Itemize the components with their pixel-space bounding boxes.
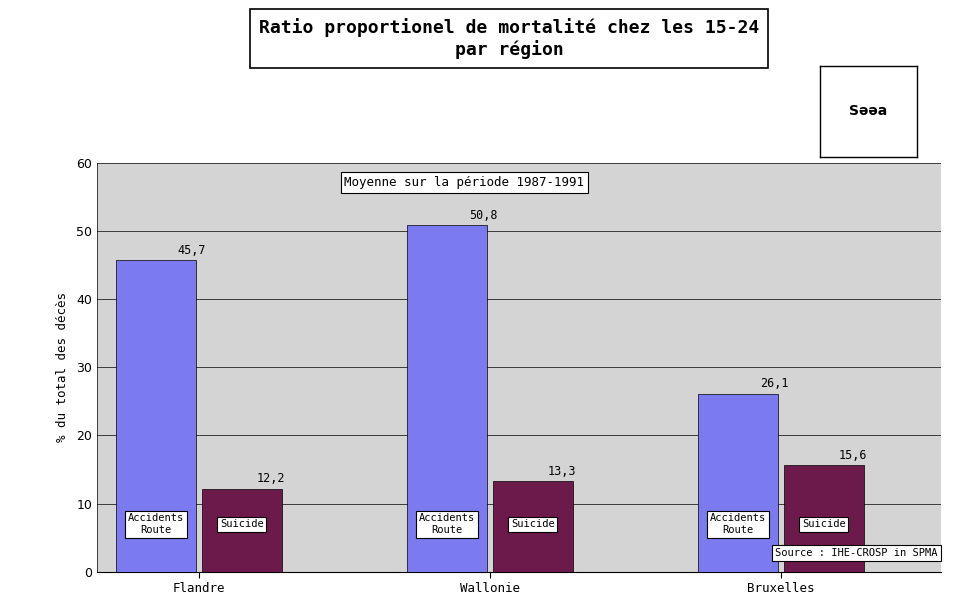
Text: Suicide: Suicide <box>801 519 845 529</box>
Text: Source : IHE-CROSP in SPMA: Source : IHE-CROSP in SPMA <box>774 548 937 558</box>
Bar <box>407 225 486 572</box>
Text: Accidents
Route: Accidents Route <box>709 514 766 535</box>
Text: Suicide: Suicide <box>511 519 554 529</box>
Bar <box>492 481 573 572</box>
Text: Accidents
Route: Accidents Route <box>128 514 184 535</box>
Text: 12,2: 12,2 <box>256 472 285 485</box>
Text: 45,7: 45,7 <box>177 244 206 256</box>
Text: 15,6: 15,6 <box>837 449 866 462</box>
Text: Suicide: Suicide <box>220 519 264 529</box>
Text: Ratio proportionel de mortalité chez les 15-24
par région: Ratio proportionel de mortalité chez les… <box>259 18 759 59</box>
Y-axis label: % du total des décès: % du total des décès <box>56 292 69 442</box>
Text: 26,1: 26,1 <box>759 377 788 391</box>
Text: Accidents
Route: Accidents Route <box>419 514 475 535</box>
Bar <box>202 489 281 572</box>
Bar <box>116 260 196 572</box>
Text: Moyenne sur la période 1987-1991: Moyenne sur la période 1987-1991 <box>344 176 583 189</box>
Bar <box>783 465 862 572</box>
Text: Səəa: Səəa <box>848 104 887 119</box>
Text: 50,8: 50,8 <box>468 209 497 222</box>
Bar <box>698 394 777 572</box>
Text: 13,3: 13,3 <box>547 465 576 478</box>
